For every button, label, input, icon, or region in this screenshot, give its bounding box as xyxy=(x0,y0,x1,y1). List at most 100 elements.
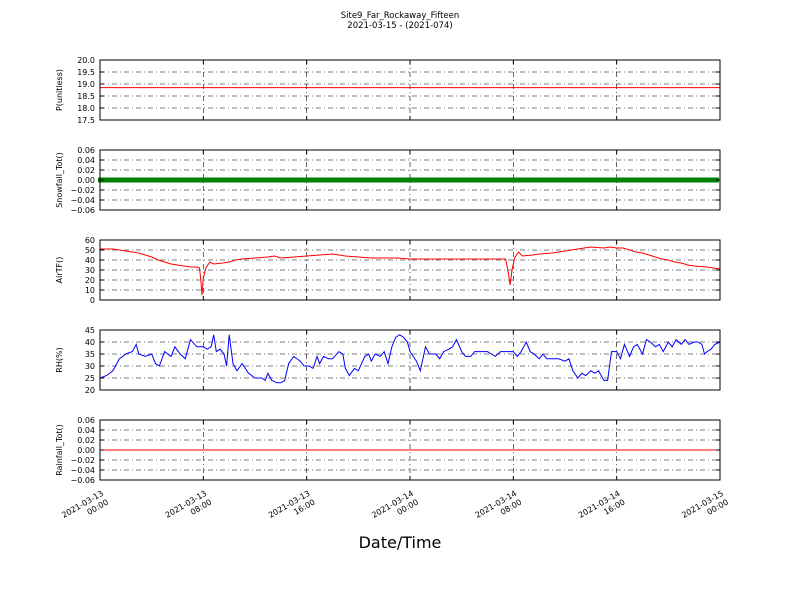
panel-2-marker xyxy=(321,177,326,183)
panel-2-marker xyxy=(262,177,267,183)
panel-2-marker xyxy=(470,177,474,183)
panel-2-marker xyxy=(358,177,363,183)
panel-1-ytick-label: 17.5 xyxy=(77,116,95,125)
panel-2-marker xyxy=(380,177,385,183)
panel-2-marker xyxy=(110,177,115,183)
panel-2-marker xyxy=(194,177,199,183)
panel-2-marker xyxy=(606,177,611,183)
panel-2-marker xyxy=(212,177,217,183)
panel-2-marker xyxy=(479,177,484,183)
panel-2-marker xyxy=(327,177,332,183)
panel-1-ytick-label: 19.0 xyxy=(77,80,95,89)
panel-2-marker xyxy=(342,177,347,183)
panel-2-marker xyxy=(646,177,651,183)
panel-2-marker xyxy=(634,177,639,183)
panel-2-ytick-label: 0.04 xyxy=(77,156,95,165)
panel-2-marker xyxy=(507,177,512,183)
panel-2-marker xyxy=(491,177,496,183)
panel-2-marker xyxy=(222,177,226,183)
panel-2-marker xyxy=(398,177,403,183)
panel-2-marker xyxy=(525,177,530,183)
panel-2-marker xyxy=(429,177,434,183)
panel-2-marker xyxy=(504,177,509,183)
panel-2-marker xyxy=(144,177,149,183)
panel-2-marker xyxy=(541,177,546,183)
panel-2-marker xyxy=(513,177,518,183)
panel-2-ytick-label: 0.06 xyxy=(77,146,95,155)
panel-2-marker xyxy=(206,177,211,183)
panel-2-ylabel: Snowfall_Tot() xyxy=(55,152,64,208)
panel-2-marker xyxy=(178,177,183,183)
panel-2-marker xyxy=(600,177,605,183)
panel-2-marker xyxy=(680,177,685,183)
panel-1-ylabel: P(unitless) xyxy=(55,69,64,111)
panel-2-marker xyxy=(420,177,425,183)
panel-2-marker xyxy=(497,177,502,183)
panel-2-marker xyxy=(569,177,574,183)
panel-2-marker xyxy=(550,177,555,183)
panel-2-marker xyxy=(649,177,654,183)
panel-2-marker xyxy=(668,177,673,183)
panel-2-ytick-label: 0.00 xyxy=(77,176,95,185)
panel-2-marker xyxy=(501,177,505,183)
panel-2-marker xyxy=(299,177,304,183)
panel-4-ytick-label: 20 xyxy=(85,386,95,395)
panel-2-marker xyxy=(705,177,710,183)
panel-2-marker xyxy=(615,177,620,183)
panel-2-marker xyxy=(637,177,642,183)
panel-1-ytick-label: 18.0 xyxy=(77,104,95,113)
panel-2-marker xyxy=(184,177,189,183)
panel-2-marker xyxy=(603,177,608,183)
chart-title: Site9_Far_Rockaway_Fifteen xyxy=(340,11,460,21)
panel-5-ytick-label: 0.06 xyxy=(77,416,95,425)
panel-2-marker xyxy=(377,177,381,183)
panel-2-marker xyxy=(352,177,357,183)
panel-2-marker xyxy=(445,177,450,183)
panel-2-marker xyxy=(153,177,158,183)
panel-2-marker xyxy=(243,177,248,183)
panel-2-marker xyxy=(318,177,323,183)
panel-2-marker xyxy=(476,177,481,183)
panel-2-marker xyxy=(249,177,254,183)
panel-2-marker xyxy=(432,177,437,183)
panel-4-ytick-label: 45 xyxy=(85,326,95,335)
panel-2-marker xyxy=(587,177,592,183)
panel-2-marker xyxy=(643,177,648,183)
panel-2-marker xyxy=(563,177,567,183)
panel-2-marker xyxy=(237,177,242,183)
panel-2-marker xyxy=(559,177,564,183)
panel-2-marker xyxy=(370,177,375,183)
panel-2-marker xyxy=(367,177,372,183)
x-axis-label: Date/Time xyxy=(358,533,442,552)
panel-2-marker xyxy=(311,177,316,183)
panel-2-marker xyxy=(494,177,499,183)
panel-2-marker xyxy=(618,177,623,183)
panel-2-marker xyxy=(556,177,561,183)
panel-2-marker xyxy=(485,177,490,183)
panel-2-marker xyxy=(426,177,431,183)
panel-2-marker xyxy=(516,177,521,183)
panel-2-marker xyxy=(590,177,595,183)
panel-4-ytick-label: 25 xyxy=(85,374,95,383)
panel-2-marker xyxy=(172,177,177,183)
panel-3-ytick-label: 50 xyxy=(85,246,95,255)
panel-2-marker xyxy=(414,177,419,183)
panel-2-ytick-label: −0.04 xyxy=(70,196,95,205)
chart-subtitle: 2021-03-15 - (2021-074) xyxy=(347,21,453,31)
panel-2-marker xyxy=(417,177,422,183)
panel-2-marker xyxy=(215,177,220,183)
panel-2-marker xyxy=(175,177,180,183)
panel-2-marker xyxy=(383,177,388,183)
panel-2-marker xyxy=(510,177,515,183)
panel-5-ylabel: Rainfall_Tot() xyxy=(55,424,64,476)
panel-2-marker xyxy=(280,177,285,183)
panel-2-marker xyxy=(330,177,335,183)
panel-2-marker xyxy=(708,177,713,183)
panel-4-ytick-label: 35 xyxy=(85,350,95,359)
panel-2-marker xyxy=(346,177,350,183)
panel-2-marker xyxy=(333,177,338,183)
